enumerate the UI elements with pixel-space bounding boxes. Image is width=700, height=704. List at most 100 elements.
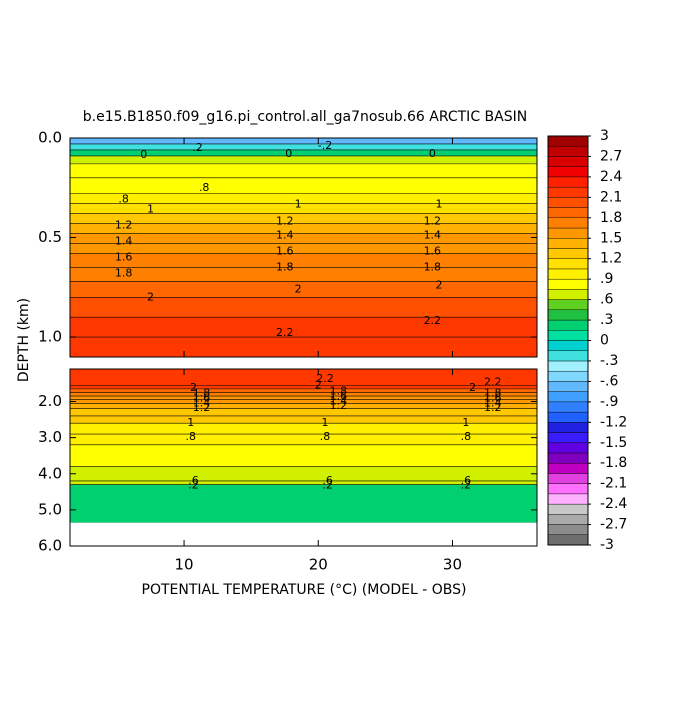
contour-label: 1 bbox=[295, 198, 302, 211]
contour-label: 1.8 bbox=[424, 260, 442, 273]
contour-band bbox=[70, 253, 537, 268]
contour-label: 1.4 bbox=[330, 395, 348, 408]
colorbar-tick-label: 1.5 bbox=[600, 230, 622, 246]
contour-label: 1 bbox=[321, 416, 328, 429]
contour-label: 1.6 bbox=[330, 389, 348, 402]
colorbar-tick-label: 3 bbox=[600, 128, 609, 144]
colorbar-tick-label: -2.4 bbox=[600, 496, 627, 512]
contour-label: .2 bbox=[192, 141, 203, 154]
contour-label: 1.6 bbox=[484, 392, 502, 405]
contour-label: .2 bbox=[322, 479, 333, 492]
colorbar-swatch bbox=[547, 452, 589, 464]
contour-band bbox=[70, 163, 537, 178]
contour-band bbox=[70, 281, 537, 298]
contour-band bbox=[70, 143, 537, 150]
colorbar-swatch bbox=[547, 299, 589, 311]
colorbar-swatch bbox=[547, 217, 589, 229]
contour-label: 1.4 bbox=[115, 235, 133, 248]
contour-label: -.2 bbox=[318, 139, 332, 152]
chart-title: b.e15.B1850.f09_g16.pi_control.all_ga7no… bbox=[83, 109, 527, 125]
y-tick-label: 5.0 bbox=[38, 500, 62, 518]
y-tick-label: 4.0 bbox=[38, 464, 62, 482]
contour-band bbox=[70, 138, 537, 144]
contour-band bbox=[70, 233, 537, 244]
colorbar-swatch bbox=[547, 503, 589, 515]
colorbar-swatch bbox=[547, 268, 589, 280]
colorbar-swatch bbox=[547, 442, 589, 454]
contour-label: 2 bbox=[190, 381, 197, 394]
contour-label: 1.6 bbox=[276, 244, 294, 257]
colorbar-swatch bbox=[547, 463, 589, 474]
contour-label: 1.2 bbox=[330, 399, 348, 412]
contour-label: 0 bbox=[140, 148, 147, 161]
colorbar-tick-label: 1.2 bbox=[600, 251, 622, 267]
colorbar-swatch bbox=[547, 248, 589, 259]
contour-label: 1.8 bbox=[276, 260, 294, 273]
contour-label: .8 bbox=[320, 430, 331, 443]
contour-band bbox=[70, 466, 537, 481]
contour-label: .8 bbox=[186, 430, 197, 443]
colorbar-swatch bbox=[547, 473, 589, 484]
colorbar-tick-label: .6 bbox=[600, 292, 613, 308]
contour-label: 1.8 bbox=[193, 387, 211, 400]
contour-label: 1.2 bbox=[424, 215, 442, 228]
colorbar-swatch bbox=[547, 186, 589, 198]
contour-label: 1 bbox=[147, 203, 154, 216]
colorbar-tick-label: -1.5 bbox=[600, 435, 627, 451]
colorbar-swatch bbox=[547, 411, 589, 423]
y-tick-label: 0.5 bbox=[38, 228, 62, 246]
x-tick-label: 20 bbox=[309, 556, 328, 574]
plot-frame bbox=[69, 368, 538, 547]
colorbar-swatch bbox=[547, 391, 589, 403]
y-tick-label: 2.0 bbox=[38, 392, 62, 410]
plot-frame bbox=[69, 137, 538, 358]
colorbar-swatch bbox=[547, 360, 589, 372]
contour-label: .2 bbox=[188, 479, 199, 492]
colorbar-tick-label: 2.4 bbox=[600, 169, 622, 185]
contour-band bbox=[70, 223, 537, 234]
colorbar-swatch bbox=[547, 135, 589, 147]
contour-label: 1.2 bbox=[115, 219, 133, 232]
contour-label: .6 bbox=[322, 474, 333, 487]
contour-band bbox=[70, 396, 537, 400]
contour-label: .8 bbox=[461, 430, 472, 443]
colorbar-swatch bbox=[547, 514, 589, 525]
contour-label: 2.2 bbox=[484, 376, 502, 389]
contour-label: 1.4 bbox=[193, 396, 211, 409]
contour-band bbox=[70, 149, 537, 156]
colorbar-tick-label: -2.7 bbox=[600, 517, 627, 533]
contour-label: 1.8 bbox=[115, 266, 133, 279]
y-tick-label: 6.0 bbox=[38, 537, 62, 555]
colorbar-tick-label: 0 bbox=[600, 333, 609, 349]
colorbar-swatch bbox=[547, 289, 589, 300]
x-tick-label: 10 bbox=[175, 556, 194, 574]
colorbar-swatch bbox=[547, 493, 589, 505]
contour-band bbox=[70, 317, 537, 338]
colorbar-swatch bbox=[547, 330, 589, 341]
contour-band bbox=[70, 408, 537, 416]
contour-band bbox=[70, 399, 537, 404]
contour-label: 1 bbox=[462, 416, 469, 429]
y-tick-label: 0.0 bbox=[38, 129, 62, 147]
contour-label: 1.6 bbox=[424, 244, 442, 257]
contour-label: 2.2 bbox=[276, 326, 294, 339]
colorbar-tick-label: -3 bbox=[600, 537, 614, 553]
colorbar-swatch bbox=[547, 156, 589, 167]
contour-label: 1.6 bbox=[115, 250, 133, 263]
contour-band bbox=[70, 388, 537, 393]
colorbar-tick-label: .3 bbox=[600, 312, 613, 328]
colorbar-swatch bbox=[547, 166, 589, 178]
contour-band bbox=[70, 434, 537, 445]
contour-label: 1.6 bbox=[193, 392, 211, 405]
contour-band bbox=[70, 193, 537, 204]
contour-band bbox=[70, 484, 537, 523]
colorbar-swatch bbox=[547, 238, 589, 249]
contour-band bbox=[70, 415, 537, 424]
colorbar-swatch bbox=[547, 534, 589, 546]
colorbar-swatch bbox=[547, 350, 589, 362]
contour-label: 2.2 bbox=[424, 314, 442, 327]
colorbar-swatch bbox=[547, 309, 589, 321]
contour-label: 2 bbox=[295, 282, 302, 295]
contour-label: 1.2 bbox=[276, 215, 294, 228]
